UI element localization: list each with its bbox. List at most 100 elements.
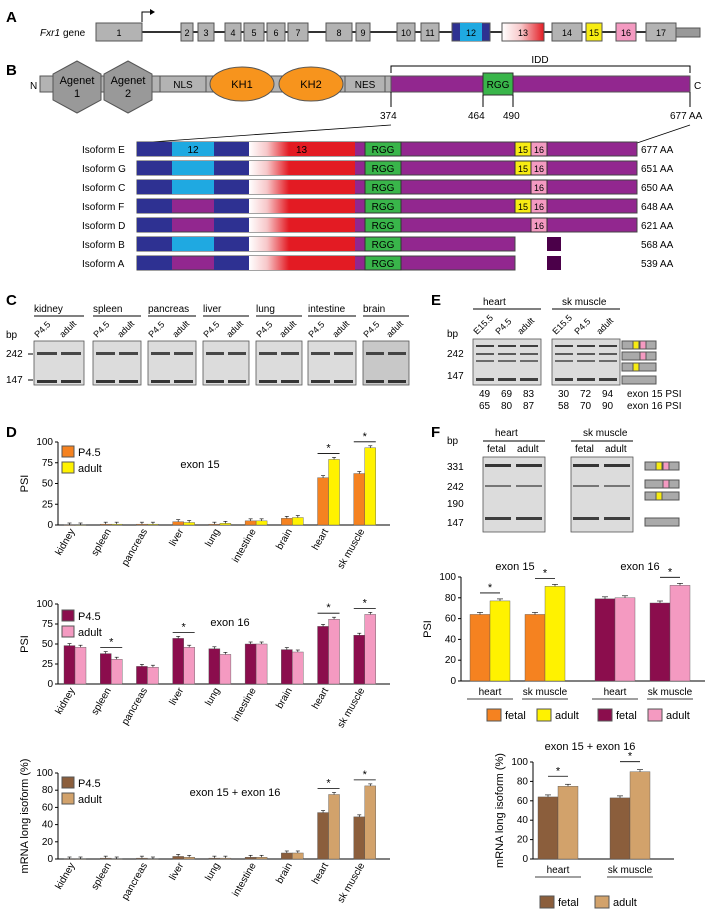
bar-heart-P45 xyxy=(317,477,329,526)
bar-sk-muscle-adult xyxy=(669,585,691,682)
legend-label: adult xyxy=(666,710,690,722)
gel-band xyxy=(599,353,617,355)
legend-label: fetal xyxy=(558,897,579,909)
gel-band xyxy=(485,464,511,467)
gel-band xyxy=(281,380,299,383)
marker-242: 242 xyxy=(6,349,23,360)
isoform-exon-12 xyxy=(172,161,214,175)
bar-sk-muscle-fetal xyxy=(524,614,546,682)
legend-label: adult xyxy=(555,710,579,722)
gel-band xyxy=(599,360,617,362)
x-tick-label: intestine xyxy=(231,527,259,565)
isoform-name: Isoform B xyxy=(82,240,125,251)
gel-band xyxy=(61,352,81,355)
isoform-exon-13 xyxy=(289,199,355,213)
y-tick-label: 100 xyxy=(511,757,528,768)
significance-star: * xyxy=(488,582,493,594)
bar-lung-adult xyxy=(219,654,232,685)
x-tick-label: liver xyxy=(168,685,187,707)
bar-sk-muscle-adult xyxy=(629,771,651,860)
x-tick-label: lung xyxy=(204,861,223,883)
panel-b-protein: N RGG Agenet 1 Agenet 2 NLS KH1 KH2 NES … xyxy=(30,55,703,144)
bar-lung-P45 xyxy=(208,523,221,526)
bar-spleen-P45 xyxy=(100,857,112,860)
bar-kidney-P45 xyxy=(63,858,76,860)
lane-label: adult xyxy=(605,444,627,455)
isoform-cartoon xyxy=(621,375,657,385)
bar-heart-P45 xyxy=(317,626,329,685)
legend-swatch xyxy=(647,708,663,722)
x-tick-label: brain xyxy=(274,861,295,886)
x-tick-label: sk muscle xyxy=(608,865,653,876)
isoform-name: Isoform E xyxy=(82,145,125,156)
exon-10 xyxy=(396,22,416,42)
gel-image xyxy=(362,340,410,386)
x-tick-label: heart xyxy=(479,687,502,698)
panel-f-gels: bp 331 242 190 147 heart fetal adult sk muscle fe… xyxy=(447,428,680,533)
gel-band xyxy=(599,345,617,347)
bar-sk-muscle-fetal xyxy=(649,602,671,682)
bar-sk-muscle-adult xyxy=(364,614,376,685)
x-tick-label: pancreas xyxy=(120,861,150,902)
lane-label: P4.5 xyxy=(254,319,274,339)
exon-8 xyxy=(325,22,353,42)
gel-band xyxy=(498,360,516,362)
gel-image xyxy=(92,340,142,386)
isoform-cartoon xyxy=(621,351,657,361)
tissue-label: kidney xyxy=(34,304,63,315)
chart-f-psi: 0 20 40 60 80 100 PSI exon 15 heart * sk muscle * ex… xyxy=(422,561,705,722)
y-axis-label: PSI xyxy=(19,475,31,493)
bar-sk-muscle-adult xyxy=(544,586,566,682)
isoform-rgg-label: RGG xyxy=(372,164,395,175)
nes-domain xyxy=(344,75,386,93)
bar-liver-adult xyxy=(183,857,195,860)
x-tick-label: pancreas xyxy=(120,527,150,568)
legend-label: adult xyxy=(613,897,637,909)
x-tick-label: sk muscle xyxy=(336,527,368,571)
bar-pancreas-P45 xyxy=(136,666,148,685)
lane-label: E15.5 xyxy=(550,313,574,337)
bar-spleen-adult xyxy=(111,659,123,685)
gel-band xyxy=(573,464,599,467)
gel-band xyxy=(228,352,246,355)
x-tick-label: heart xyxy=(547,865,570,876)
idd-domain xyxy=(390,75,691,93)
bar-intestine-adult xyxy=(255,643,268,685)
y-tick-label: 40 xyxy=(517,815,529,826)
isoform-name: Isoform D xyxy=(82,221,125,232)
panel-label-b: B xyxy=(6,62,17,79)
isoform-exon-16 xyxy=(530,160,548,176)
bar-spleen-P45 xyxy=(100,523,112,526)
isoform-label-15: 15 xyxy=(518,164,528,174)
lane-label: adult xyxy=(517,444,539,455)
lane-label: adult xyxy=(224,318,245,339)
gel-band xyxy=(476,378,494,381)
psi15-value: 49 xyxy=(479,389,491,400)
isoform-exon-13 xyxy=(289,256,355,270)
psi16-value: 80 xyxy=(501,401,513,412)
gel-band xyxy=(604,485,630,487)
tissue-label: liver xyxy=(203,304,222,315)
kh1-domain xyxy=(209,66,275,102)
gel-image xyxy=(147,340,197,386)
psi15-value: 30 xyxy=(558,389,570,400)
bar-brain-adult xyxy=(292,651,304,685)
exon-3 xyxy=(197,22,215,42)
isoform-exon-13-start xyxy=(214,237,249,251)
gene-name: Fxr1 xyxy=(40,28,60,39)
exon-label-7: 7 xyxy=(295,28,300,38)
legend-swatch xyxy=(597,708,613,722)
gel-band xyxy=(388,380,406,383)
gel-band xyxy=(334,380,353,383)
exon-label-11: 11 xyxy=(425,28,434,38)
psi15-row-label: exon 15 PSI xyxy=(627,389,681,400)
exon-label-8: 8 xyxy=(336,28,341,38)
y-tick-label: 0 xyxy=(47,520,53,531)
y-tick-label: 50 xyxy=(42,479,54,490)
significance-star: * xyxy=(628,751,633,763)
bar-heart-adult xyxy=(614,597,636,682)
isoform-exon-11 xyxy=(137,237,172,251)
bar-spleen-adult xyxy=(111,858,123,860)
exon-label-3: 3 xyxy=(203,28,208,38)
